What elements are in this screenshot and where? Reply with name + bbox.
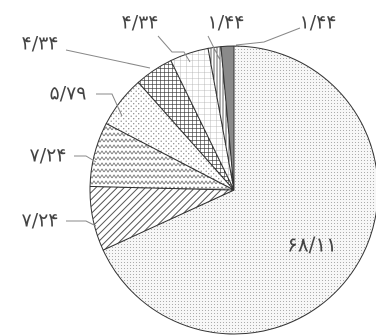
data-label-6: ۴/۳۴	[121, 12, 158, 34]
pie-slices	[89, 45, 376, 335]
data-labels: ۶۸/۱۱ ۷/۲۴ ۷/۲۴ ۵/۷۹ ۴/۳۴ ۴/۳۴ ۱/۴۴ ۱/۴۴	[21, 12, 336, 257]
leader-line-6	[157, 35, 191, 63]
leader-line-8	[235, 27, 301, 46]
data-label-5: ۴/۳۴	[21, 33, 58, 55]
data-label-8: ۱/۴۴	[299, 12, 336, 34]
data-label-3: ۷/۲۴	[29, 145, 66, 167]
pie-slice-8	[220, 45, 235, 191]
leader-line-5	[65, 49, 151, 69]
leader-line-4	[96, 93, 123, 117]
data-label-4: ۵/۷۹	[49, 83, 86, 105]
leader-lines	[65, 27, 301, 227]
leader-line-3	[74, 155, 97, 163]
pie-slice-1	[102, 45, 376, 335]
data-label-1: ۶۸/۱۱	[287, 233, 337, 257]
data-label-7: ۱/۴۴	[207, 12, 244, 34]
leader-line-2	[66, 220, 97, 227]
leader-line-7	[207, 35, 221, 61]
data-label-2: ۷/۲۴	[21, 210, 58, 232]
